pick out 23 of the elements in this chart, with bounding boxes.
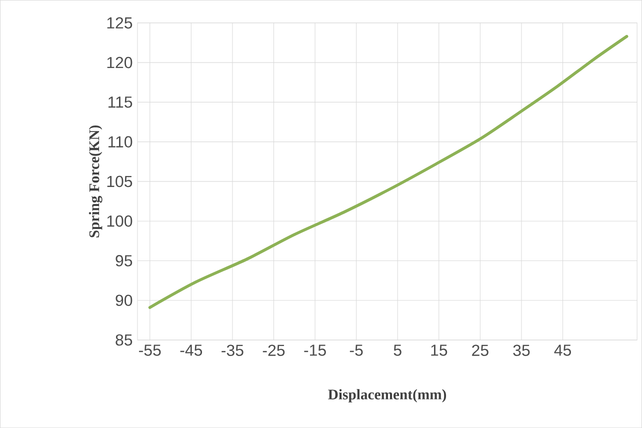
y-tick-label: 115 [108,96,132,108]
x-tick-label: -5 [350,344,363,356]
x-tick-label: 25 [472,344,488,356]
x-tick-label: -25 [262,344,285,356]
y-axis-title: Spring Force(KN) [88,125,102,238]
x-tick-label: -35 [222,344,244,356]
y-tick-label: 100 [107,215,132,227]
x-tick-label: 45 [554,344,571,356]
x-tick-label: 35 [513,344,530,356]
y-tick-label: 105 [107,176,132,188]
line-series [148,34,628,309]
x-tick-label: 5 [394,344,402,356]
x-tick-label: -55 [139,344,161,356]
x-axis-title: Displacement(mm) [328,389,446,402]
y-tick-label: 110 [108,136,132,148]
y-tick-label: 120 [107,56,132,68]
y-tick-label: 95 [116,254,132,266]
y-tick-label: 85 [116,334,132,346]
y-tick-label: 90 [116,294,132,306]
x-tick-label: 15 [431,344,448,356]
y-tick-label: 125 [107,17,132,28]
x-tick-label: -15 [304,344,326,356]
x-tick-label: -45 [180,344,202,356]
